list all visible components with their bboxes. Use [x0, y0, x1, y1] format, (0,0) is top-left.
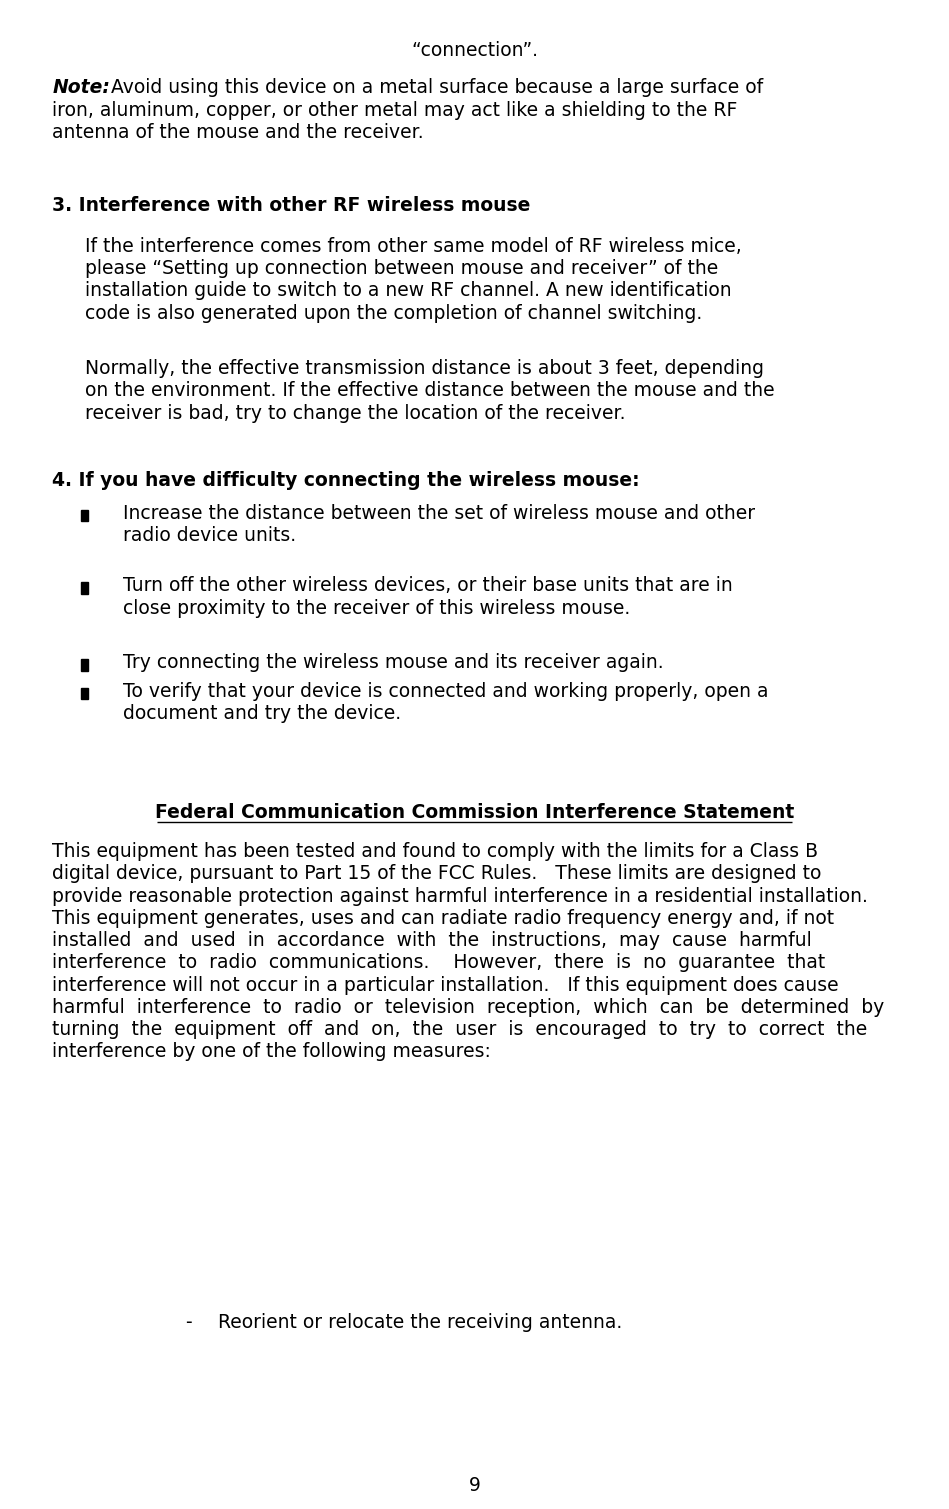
Text: To verify that your device is connected and working properly, open a: To verify that your device is connected … [123, 682, 769, 702]
Bar [81, 659, 88, 670]
Text: Turn off the other wireless devices, or their base units that are in: Turn off the other wireless devices, or … [123, 576, 734, 596]
Text: radio device units.: radio device units. [123, 527, 296, 545]
Text: antenna of the mouse and the receiver.: antenna of the mouse and the receiver. [52, 124, 424, 142]
Text: receiver is bad, try to change the location of the receiver.: receiver is bad, try to change the locat… [85, 404, 626, 423]
Text: on the environment. If the effective distance between the mouse and the: on the environment. If the effective dis… [85, 382, 775, 400]
Text: code is also generated upon the completion of channel switching.: code is also generated upon the completi… [85, 303, 702, 323]
Text: If the interference comes from other same model of RF wireless mice,: If the interference comes from other sam… [85, 237, 742, 257]
Bar [81, 582, 88, 593]
Text: installation guide to switch to a new RF channel. A new identification: installation guide to switch to a new RF… [85, 282, 732, 300]
Text: 4. If you have difficulty connecting the wireless mouse:: 4. If you have difficulty connecting the… [52, 471, 640, 490]
Text: -: - [185, 1313, 192, 1332]
Text: provide reasonable protection against harmful interference in a residential inst: provide reasonable protection against ha… [52, 887, 868, 905]
Text: Increase the distance between the set of wireless mouse and other: Increase the distance between the set of… [123, 504, 755, 524]
Bar [81, 510, 88, 521]
Text: iron, aluminum, copper, or other metal may act like a shielding to the RF: iron, aluminum, copper, or other metal m… [52, 101, 737, 119]
Text: “connection”.: “connection”. [411, 41, 538, 60]
Text: Try connecting the wireless mouse and its receiver again.: Try connecting the wireless mouse and it… [123, 653, 664, 673]
Text: Note:: Note: [52, 78, 110, 98]
Text: harmful  interference  to  radio  or  television  reception,  which  can  be  de: harmful interference to radio or televis… [52, 997, 884, 1017]
Text: Normally, the effective transmission distance is about 3 feet, depending: Normally, the effective transmission dis… [85, 359, 764, 379]
Bar [81, 688, 88, 699]
Text: document and try the device.: document and try the device. [123, 705, 401, 723]
Text: 3. Interference with other RF wireless mouse: 3. Interference with other RF wireless m… [52, 196, 530, 216]
Text: interference by one of the following measures:: interference by one of the following mea… [52, 1043, 491, 1061]
Text: interference  to  radio  communications.    However,  there  is  no  guarantee  : interference to radio communications. Ho… [52, 954, 826, 972]
Text: This equipment has been tested and found to comply with the limits for a Class B: This equipment has been tested and found… [52, 842, 818, 862]
Text: interference will not occur in a particular installation.   If this equipment do: interference will not occur in a particu… [52, 976, 839, 994]
Text: installed  and  used  in  accordance  with  the  instructions,  may  cause  harm: installed and used in accordance with th… [52, 931, 812, 951]
Text: This equipment generates, uses and can radiate radio frequency energy and, if no: This equipment generates, uses and can r… [52, 908, 834, 928]
Text: 9: 9 [469, 1476, 480, 1495]
Text: Avoid using this device on a metal surface because a large surface of: Avoid using this device on a metal surfa… [111, 78, 763, 98]
Text: Reorient or relocate the receiving antenna.: Reorient or relocate the receiving anten… [218, 1313, 623, 1332]
Text: close proximity to the receiver of this wireless mouse.: close proximity to the receiver of this … [123, 599, 631, 617]
Text: Federal Communication Commission Interference Statement: Federal Communication Commission Interfe… [155, 803, 794, 822]
Text: turning  the  equipment  off  and  on,  the  user  is  encouraged  to  try  to  : turning the equipment off and on, the us… [52, 1020, 867, 1040]
Text: digital device, pursuant to Part 15 of the FCC Rules.   These limits are designe: digital device, pursuant to Part 15 of t… [52, 865, 822, 883]
Text: please “Setting up connection between mouse and receiver” of the: please “Setting up connection between mo… [85, 260, 718, 278]
